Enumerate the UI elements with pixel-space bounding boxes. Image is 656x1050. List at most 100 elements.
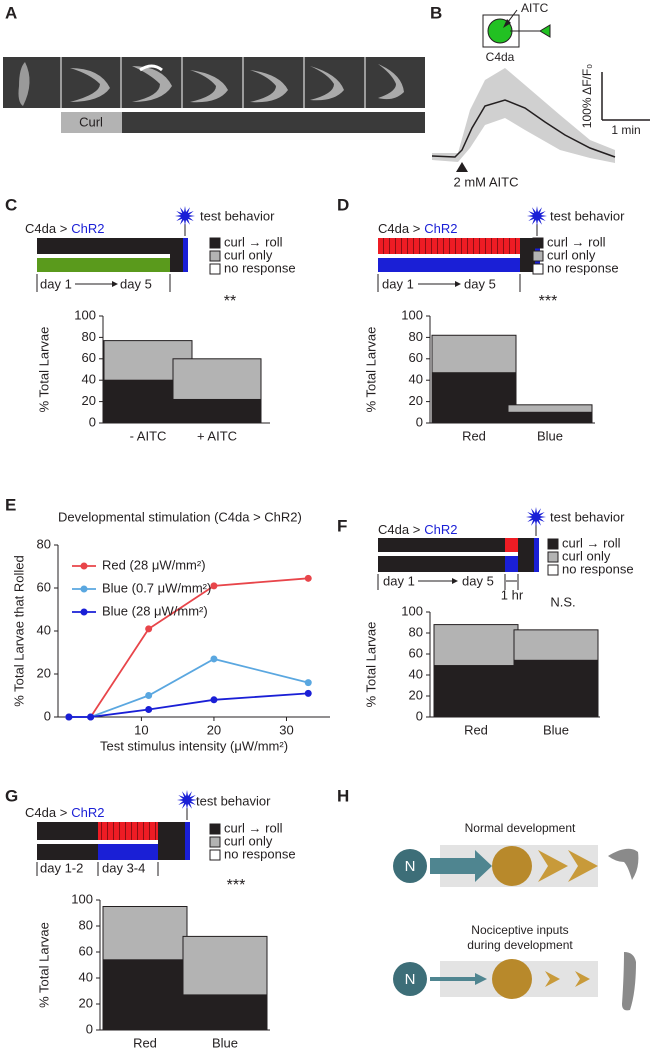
- y-axis-label: % Total Larvae: [363, 327, 378, 413]
- bar-segment: [431, 372, 517, 424]
- legend-label: curl → roll: [547, 234, 606, 249]
- significance: ***: [539, 293, 558, 310]
- legend-swatch: [209, 836, 221, 848]
- stimulus-star: [527, 206, 547, 226]
- day-label: day 3-4: [102, 860, 145, 875]
- series-line: [68, 657, 309, 718]
- y-tick-label: 80: [409, 329, 423, 344]
- y-tick-label: 40: [409, 666, 423, 681]
- bar-segment: [431, 334, 517, 374]
- x-tick-label: Blue: [212, 1035, 238, 1050]
- calcium-trace: [431, 68, 650, 172]
- node-label: N: [405, 858, 416, 875]
- significance: **: [224, 293, 236, 310]
- y-tick-label: 100: [401, 307, 423, 322]
- data-point: [145, 705, 153, 713]
- y-tick-label: 100: [74, 307, 96, 322]
- bar-segment: [172, 398, 262, 424]
- legend-swatch: [209, 823, 221, 835]
- legend-swatch: [532, 263, 544, 275]
- x-tick-label: + AITC: [197, 428, 237, 443]
- x-tick-label: Blue: [543, 722, 569, 737]
- bar-segment: [507, 411, 593, 424]
- y-tick-label: 60: [37, 579, 51, 594]
- day-label: day 5: [462, 573, 494, 588]
- protocol-schematic: [377, 523, 539, 590]
- y-tick-label: 20: [37, 665, 51, 680]
- panel-label: E: [5, 495, 16, 514]
- model-diagram: [393, 845, 639, 1011]
- scale-x-label: 1 min: [611, 123, 640, 137]
- y-tick-label: 60: [409, 350, 423, 365]
- panel-label: G: [5, 786, 18, 805]
- y-tick-label: 40: [37, 622, 51, 637]
- data-point: [304, 689, 312, 697]
- legend-label: curl only: [547, 247, 596, 262]
- x-tick-label: Red: [133, 1035, 157, 1050]
- panel-label: B: [430, 3, 442, 22]
- data-point: [87, 713, 95, 721]
- y-tick-label: 0: [44, 708, 51, 723]
- bar-segment: [182, 935, 268, 996]
- stimulus-star: [177, 790, 197, 810]
- y-tick-label: 40: [82, 372, 96, 387]
- y-tick-label: 0: [416, 708, 423, 723]
- stimulus-annotation: 2 mM AITC: [453, 174, 518, 189]
- day-label: day 5: [464, 276, 496, 291]
- legend-swatch: [532, 237, 544, 249]
- driver: C4da >: [378, 522, 420, 537]
- stimulus-schematic: [482, 9, 551, 48]
- legend-swatch: [209, 250, 221, 262]
- legend-label: Blue (0.7 μW/mm²): [102, 580, 211, 595]
- bar-segment: [513, 659, 599, 718]
- scale-y-label: 100% ΔF/F₀: [580, 64, 594, 128]
- data-point: [145, 625, 153, 633]
- test-label: test behavior: [550, 509, 625, 524]
- significance: ***: [227, 877, 246, 894]
- y-axis-label: % Total Larvae that Rolled: [11, 555, 26, 707]
- panel-label: F: [337, 516, 347, 535]
- legend-label: curl only: [224, 247, 273, 262]
- stimulus-star: [526, 507, 546, 527]
- legend-swatch: [209, 263, 221, 275]
- panel-label: C: [5, 195, 17, 214]
- legend-label: no response: [562, 561, 634, 576]
- significance: N.S.: [550, 594, 575, 609]
- y-tick-label: 0: [89, 414, 96, 429]
- x-tick-label: - AITC: [130, 428, 167, 443]
- data-point: [65, 713, 73, 721]
- stimulus-label: AITC: [521, 1, 549, 15]
- y-tick-label: 60: [79, 943, 93, 958]
- driver: C4da >: [25, 221, 67, 236]
- x-tick-label: Red: [464, 722, 488, 737]
- chart-title: Developmental stimulation (C4da > ChR2): [58, 509, 302, 524]
- legend-swatch: [547, 538, 559, 550]
- bar-segment: [507, 404, 593, 413]
- effector: ChR2: [424, 522, 457, 537]
- bar-segment: [433, 624, 519, 667]
- data-point: [304, 679, 312, 687]
- day-label: day 1: [382, 276, 414, 291]
- effector: ChR2: [424, 221, 457, 236]
- larva-frames: [3, 57, 425, 133]
- driver: C4da >: [25, 805, 67, 820]
- y-axis-label: % Total Larvae: [363, 622, 378, 708]
- curl-label: Curl: [79, 114, 103, 129]
- bar-segment: [182, 994, 268, 1031]
- genotype: C4da > ChR2: [25, 805, 105, 820]
- node-label: N: [405, 971, 416, 988]
- x-tick-label: Blue: [537, 428, 563, 443]
- y-tick-label: 0: [86, 1021, 93, 1036]
- legend-label: curl only: [224, 833, 273, 848]
- y-tick-label: 0: [416, 414, 423, 429]
- bar-segment: [513, 629, 599, 661]
- y-tick-label: 80: [37, 536, 51, 551]
- panel-label: H: [337, 786, 349, 805]
- y-tick-label: 60: [82, 350, 96, 365]
- legend-swatch: [209, 849, 221, 861]
- panel-label: A: [5, 3, 17, 22]
- test-label: test behavior: [200, 208, 275, 223]
- stimulus-star: [175, 206, 195, 226]
- protocol-schematic: [377, 224, 540, 292]
- data-point: [210, 655, 218, 663]
